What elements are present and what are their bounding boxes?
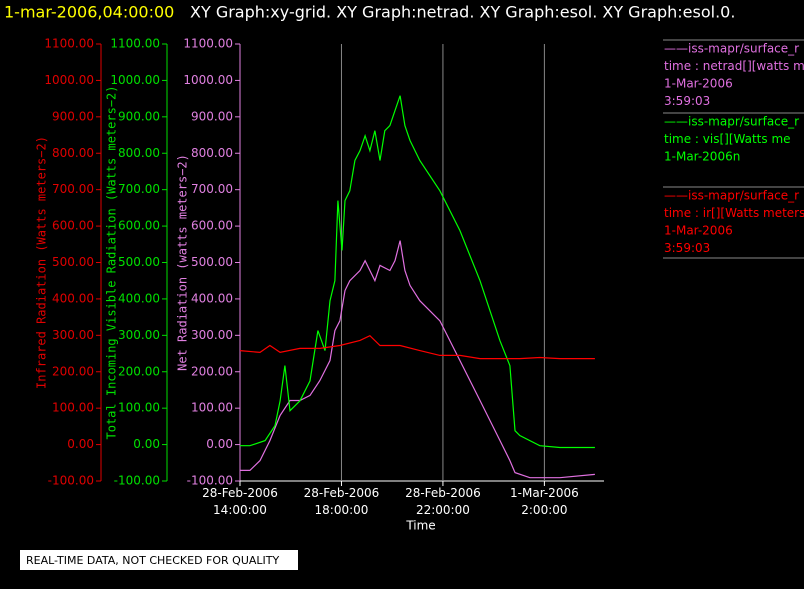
title-time: 1-mar-2006,04:00:00 <box>4 3 174 22</box>
legend-text: time : netrad[][watts m <box>664 59 804 73</box>
legend-text: time : vis[][Watts me <box>664 132 791 146</box>
y-tick-label: -100.00 <box>187 474 233 488</box>
y-tick-label: 900.00 <box>118 109 160 123</box>
legend-text: 1-Mar-2006 <box>664 224 733 238</box>
y-tick-label: 600.00 <box>191 219 233 233</box>
x-tick-label: 28-Feb-2006 18:00:00 <box>304 486 380 517</box>
footer-box <box>20 550 298 570</box>
y-tick-label: 0.00 <box>206 437 233 451</box>
y-tick-label: 200.00 <box>52 364 94 378</box>
footer: REAL-TIME DATA, NOT CHECKED FOR QUALITY <box>26 554 280 567</box>
legend-text: 3:59:03 <box>664 94 710 108</box>
legend-text: 1-Mar-2006n <box>664 150 740 164</box>
y-tick-label: 200.00 <box>118 364 160 378</box>
y-tick-label: 1000.00 <box>44 73 94 87</box>
data-line <box>239 334 595 360</box>
y-tick-label: 700.00 <box>52 182 94 196</box>
y-tick-label: 100.00 <box>118 401 160 415</box>
y-tick-label: 800.00 <box>52 146 94 160</box>
x-tick-label: 1-Mar-2006 2:00:00 <box>510 486 579 517</box>
y-axis-label: Infrared Radiation (Watts meters−2) <box>35 136 49 389</box>
y-tick-label: 100.00 <box>191 401 233 415</box>
y-tick-label: 800.00 <box>118 146 160 160</box>
y-tick-label: 300.00 <box>52 328 94 342</box>
x-tick-label: 28-Feb-2006 14:00:00 <box>202 486 278 517</box>
y-axis-label: Net Radiation (watts meters−2) <box>176 154 190 371</box>
y-tick-label: 400.00 <box>118 291 160 305</box>
chart-title: XY Graph:xy-grid. XY Graph:netrad. XY Gr… <box>190 3 735 22</box>
y-tick-label: 500.00 <box>191 255 233 269</box>
y-tick-label: 1000.00 <box>110 73 160 87</box>
legend-text: ——iss-mapr/surface_r <box>664 115 799 129</box>
y-tick-label: 600.00 <box>52 219 94 233</box>
y-tick-label: 400.00 <box>52 291 94 305</box>
y-tick-label: 800.00 <box>191 146 233 160</box>
y-tick-label: 1000.00 <box>183 73 233 87</box>
legend-text: 3:59:03 <box>664 241 710 255</box>
y-axis-label: Total Incoming Visible Radiation (Watts … <box>105 85 119 439</box>
legend-text: time : ir[][Watts meters <box>664 206 804 220</box>
data-line <box>240 240 595 479</box>
y-tick-label: 0.00 <box>67 437 94 451</box>
x-axis-label: Time <box>405 519 435 533</box>
y-tick-label: 1100.00 <box>44 37 94 51</box>
y-tick-label: -100.00 <box>114 474 160 488</box>
y-tick-label: 300.00 <box>118 328 160 342</box>
y-tick-label: 700.00 <box>118 182 160 196</box>
y-tick-label: 300.00 <box>191 328 233 342</box>
y-tick-label: -100.00 <box>48 474 94 488</box>
y-tick-label: 0.00 <box>133 437 160 451</box>
y-tick-label: 400.00 <box>191 291 233 305</box>
y-tick-label: 1100.00 <box>110 37 160 51</box>
legend-text: ——iss-mapr/surface_r <box>664 42 799 56</box>
y-tick-label: 1100.00 <box>183 37 233 51</box>
y-tick-label: 500.00 <box>118 255 160 269</box>
y-tick-label: 900.00 <box>191 109 233 123</box>
legend-text: 1-Mar-2006 <box>664 77 733 91</box>
x-tick-label: 28-Feb-2006 22:00:00 <box>405 486 481 517</box>
y-tick-label: 100.00 <box>52 401 94 415</box>
y-tick-label: 700.00 <box>191 182 233 196</box>
legend-text: ——iss-mapr/surface_r <box>664 189 799 203</box>
y-tick-label: 200.00 <box>191 364 233 378</box>
y-tick-label: 600.00 <box>118 219 160 233</box>
y-tick-label: 500.00 <box>52 255 94 269</box>
y-tick-label: 900.00 <box>52 109 94 123</box>
data-line <box>240 95 595 449</box>
